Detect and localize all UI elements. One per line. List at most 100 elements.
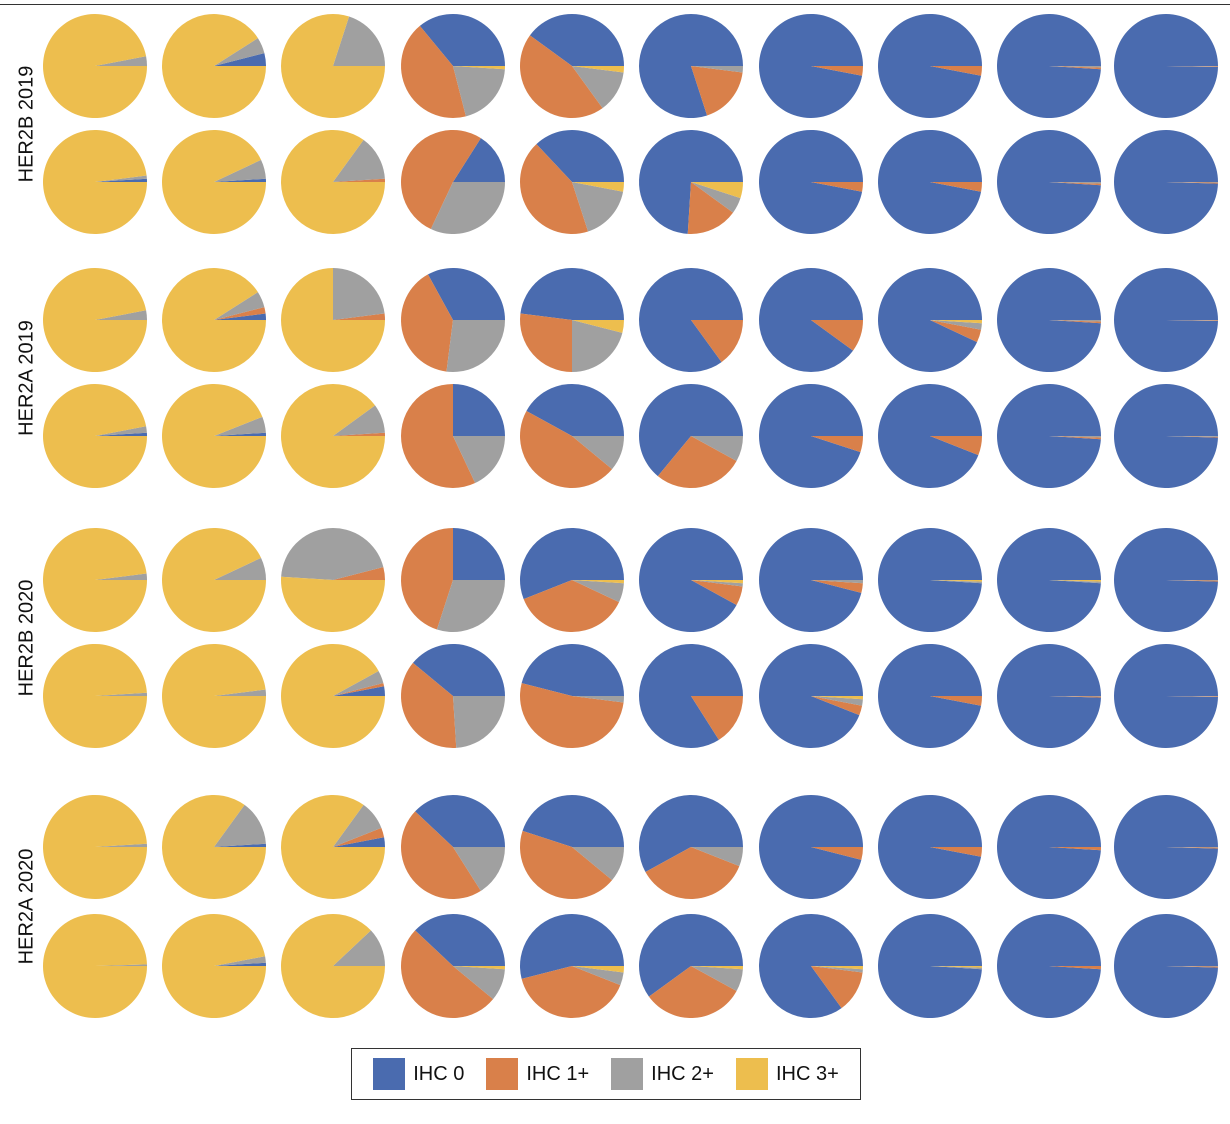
pie-slice <box>42 268 147 373</box>
pie-slice <box>572 66 624 109</box>
pie-slice <box>519 830 613 900</box>
pie-slice <box>1166 966 1218 967</box>
pie-slice <box>95 310 147 320</box>
pie <box>520 384 624 489</box>
pie-slice <box>645 847 740 900</box>
pie-slice <box>333 139 385 182</box>
pie-slice <box>572 320 624 333</box>
pie-slice <box>333 567 385 580</box>
pie <box>162 383 266 488</box>
pie <box>878 383 983 488</box>
pie-slice <box>1114 643 1218 748</box>
pie-slice <box>811 580 863 584</box>
pie <box>43 914 148 1019</box>
pie <box>759 914 864 1018</box>
pie-slice <box>214 313 266 320</box>
pie <box>42 129 147 234</box>
pie <box>997 383 1101 488</box>
pie <box>878 913 983 1018</box>
pie-slice <box>930 320 983 324</box>
pie-slice <box>430 182 505 235</box>
pie-slice <box>401 384 476 488</box>
pie-slice <box>214 804 266 847</box>
pie-slice <box>759 383 863 488</box>
pie <box>759 13 863 118</box>
pie-slice <box>333 683 385 696</box>
pie <box>42 14 147 119</box>
pie-slice <box>997 383 1101 488</box>
pie-slice <box>1114 527 1218 632</box>
pie-slice <box>997 643 1101 748</box>
pie <box>519 13 624 119</box>
pie-slice <box>42 129 147 234</box>
pie-slice <box>333 804 382 847</box>
pie <box>639 795 743 900</box>
pie-slice <box>930 847 983 857</box>
pie-slice <box>519 35 603 119</box>
pie-slice <box>281 913 385 1019</box>
pie-slice <box>691 966 743 970</box>
pie-slice <box>401 528 453 630</box>
pie-slice <box>95 432 147 436</box>
pie-slice <box>162 13 266 118</box>
group-label: HER2B 2020 <box>15 580 37 697</box>
pie-slice <box>401 25 466 119</box>
pie-slice <box>572 847 624 881</box>
pie <box>43 384 148 488</box>
pie-slice <box>162 267 266 372</box>
pie-slice <box>687 182 734 234</box>
pie <box>759 794 863 899</box>
pie <box>519 527 624 633</box>
pie-slice <box>930 320 982 330</box>
pie-slice <box>453 66 505 117</box>
pie-slice <box>759 643 863 748</box>
pie-slice <box>42 14 147 119</box>
pie-slice <box>526 384 624 436</box>
pie <box>401 384 505 488</box>
pie-slice <box>446 320 505 373</box>
pie-slice <box>453 966 505 1000</box>
pie-slice <box>997 913 1101 1018</box>
pie-slice <box>811 320 863 351</box>
pie-slice <box>811 696 863 706</box>
pie <box>281 644 385 748</box>
pie-slice <box>691 320 743 363</box>
pie-slice <box>1166 182 1218 183</box>
pie-slice <box>42 644 147 749</box>
pie-slice <box>930 966 983 968</box>
pie-slice <box>930 320 982 343</box>
pie <box>401 794 505 899</box>
pie-slice <box>572 966 624 986</box>
pie <box>878 268 983 373</box>
pie <box>281 527 385 632</box>
pie-slice <box>930 182 983 192</box>
pie-slice <box>95 843 147 847</box>
pie-slice <box>214 557 266 580</box>
pie-slice <box>333 837 385 847</box>
legend-item: IHC 3+ <box>735 1058 839 1090</box>
pie-slice <box>529 13 624 66</box>
pie-slice <box>691 66 743 73</box>
pie-slice <box>691 182 741 213</box>
pie-slice <box>522 795 624 847</box>
pie <box>639 644 743 748</box>
pie-slice <box>281 384 385 488</box>
pie <box>281 13 385 118</box>
pie-slice <box>519 527 624 600</box>
pie <box>281 268 385 372</box>
pie-slice <box>930 966 982 970</box>
pie-slice <box>520 410 613 489</box>
pie-slice <box>1049 66 1101 68</box>
pie <box>1114 129 1218 234</box>
pie-slice <box>572 580 624 584</box>
pie-slice <box>1049 580 1101 582</box>
pie-slice <box>1114 913 1218 1018</box>
legend-item: IHC 2+ <box>611 1058 714 1090</box>
pie-slice <box>811 66 863 76</box>
pie-slice <box>639 528 743 633</box>
pie-slice <box>878 13 982 118</box>
pie <box>878 643 983 748</box>
pie-slice <box>878 527 982 632</box>
pie-slice <box>43 795 147 900</box>
pie-slice <box>811 436 863 453</box>
